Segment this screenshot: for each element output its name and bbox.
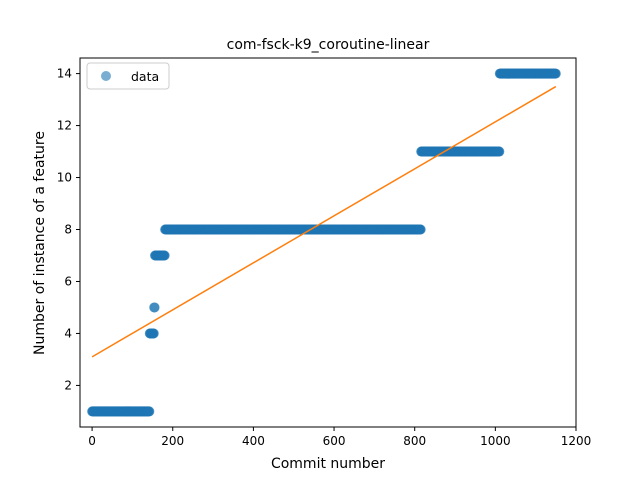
- x-axis-ticks: 0 200 400 600 800 1000 1200: [88, 427, 591, 448]
- fit-line: [91, 85, 557, 358]
- data-point: [550, 68, 561, 79]
- y-tick-label: 2: [64, 378, 72, 392]
- y-tick-label: 14: [57, 67, 72, 81]
- chart-title: com-fsck-k9_coroutine-linear: [227, 37, 430, 53]
- data-point: [159, 250, 170, 261]
- legend-label: data: [131, 69, 159, 84]
- axes-frame: [79, 57, 577, 428]
- y-tick-label: 10: [57, 171, 72, 185]
- x-axis-label: Commit number: [271, 456, 385, 472]
- data-point: [494, 146, 505, 157]
- x-tick-label: 200: [161, 434, 184, 448]
- y-tick-label: 4: [64, 326, 72, 340]
- x-tick-label: 1000: [480, 434, 511, 448]
- data-point: [148, 328, 159, 339]
- x-tick-label: 0: [88, 434, 96, 448]
- legend-box: [86, 62, 170, 90]
- y-axis-ticks: 2 4 6 8 10 12 14: [57, 67, 80, 392]
- data-point: [149, 302, 160, 313]
- fit-line-group: [91, 85, 557, 358]
- y-axis-label: Number of instance of a feature: [32, 131, 48, 355]
- x-tick-label: 1200: [561, 434, 592, 448]
- legend-marker: [101, 71, 111, 81]
- y-tick-label: 6: [64, 274, 72, 288]
- y-tick-label: 8: [64, 223, 72, 237]
- legend: data: [86, 62, 170, 90]
- y-tick-label: 12: [57, 119, 72, 133]
- data-point: [144, 406, 155, 417]
- x-tick-label: 600: [323, 434, 346, 448]
- x-tick-label: 800: [403, 434, 426, 448]
- x-tick-label: 400: [242, 434, 265, 448]
- data-point: [415, 224, 426, 235]
- data-points: [87, 68, 561, 417]
